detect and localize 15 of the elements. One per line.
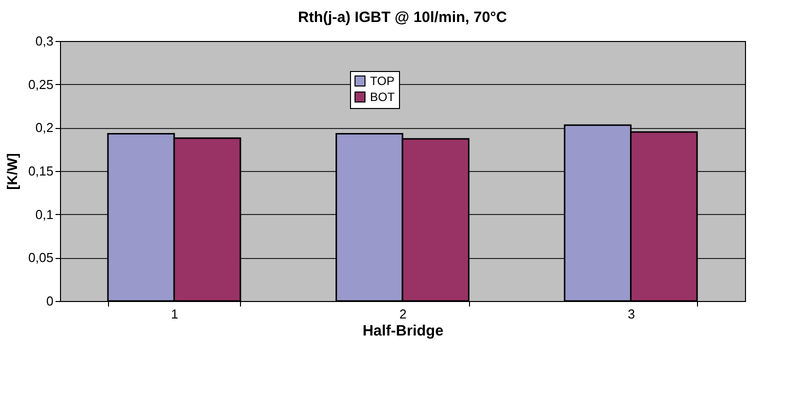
x-axis-title: Half-Bridge [362, 322, 444, 340]
x-tick-label: 2 [399, 306, 407, 322]
x-tick-label: 3 [628, 306, 635, 322]
y-tick-label: 0,3 [35, 34, 54, 48]
legend-label: TOP [370, 74, 394, 88]
y-tick-label: 0,2 [35, 120, 54, 136]
y-tick-label: 0,1 [35, 206, 54, 222]
y-tick-label: 0,05 [28, 250, 54, 266]
chart-title: Rth(j-a) IGBT @ 10l/min, 70°C [298, 9, 508, 26]
y-axis-title: [K/W] [4, 153, 20, 190]
y-tick-label: 0,15 [28, 164, 54, 178]
y-tick-label: 0,25 [28, 76, 54, 92]
legend-label: BOT [370, 90, 396, 104]
x-tick-label: 1 [171, 306, 178, 322]
y-tick-label: 0 [46, 294, 54, 308]
